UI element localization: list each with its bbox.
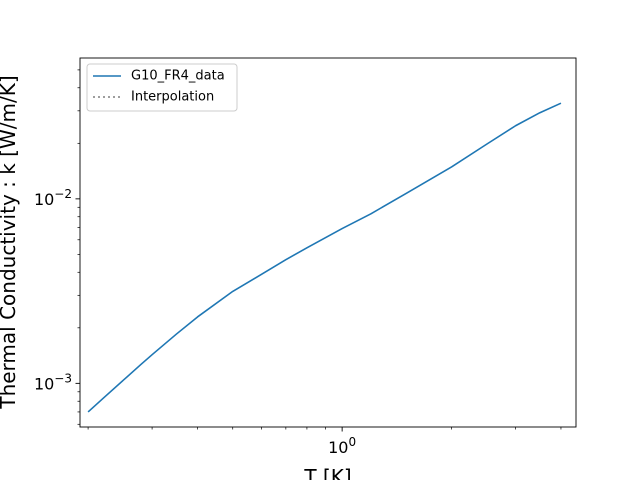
major-ticks: 100 10−3 10−2 bbox=[34, 187, 356, 457]
legend: G10_FR4_data Interpolation bbox=[86, 63, 238, 112]
minor-ticks bbox=[77, 69, 562, 430]
y-axis-label: Thermal Conductivity : k [W/m/K] bbox=[0, 75, 20, 409]
legend-label-g10-fr4-data: G10_FR4_data bbox=[131, 69, 225, 84]
y-tick-label: 10−3 bbox=[34, 371, 72, 393]
x-axis-label: T [K] bbox=[303, 465, 351, 480]
y-tick-label: 10−2 bbox=[34, 187, 72, 209]
series-layer bbox=[87, 102, 562, 413]
series-line-g10-fr4-data bbox=[87, 102, 562, 413]
legend-frame bbox=[86, 63, 238, 112]
legend-label-interpolation: Interpolation bbox=[131, 90, 214, 105]
x-tick-label: 100 bbox=[328, 435, 356, 457]
plot-area bbox=[79, 57, 577, 428]
